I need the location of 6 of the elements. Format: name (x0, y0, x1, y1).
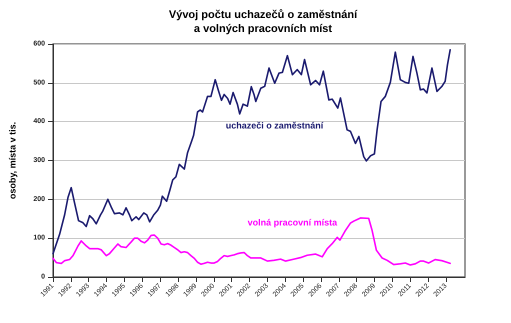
line-series (52, 217, 451, 266)
series-label: uchazeči o zaměstnání (226, 120, 324, 131)
series-label: volná pracovní místa (248, 218, 338, 228)
y-axis-title: osoby, místa v tis. (8, 122, 18, 200)
line-series (52, 49, 451, 254)
chart-title: Vývoj počtu uchazečů o zaměstnání a volných pracovních míst (168, 9, 358, 35)
